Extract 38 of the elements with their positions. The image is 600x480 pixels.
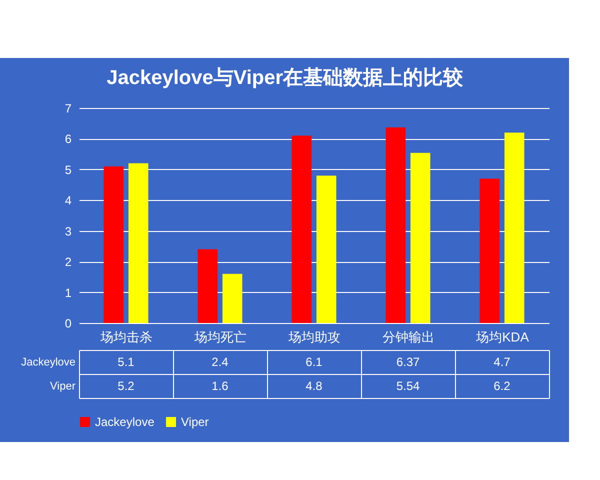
y-tick-label: 7 [64,102,72,116]
y-tick-label: 6 [64,132,72,146]
bar [410,152,430,323]
y-tick-label: 1 [64,286,72,300]
data-label: 4.8 [306,379,323,393]
chart-title: Jackeylove与Viper在基础数据上的比较 [106,67,464,89]
data-label: 6.1 [306,355,323,369]
legend-label: Jackeylove [95,415,155,429]
x-tick-label: 场均死亡 [194,330,246,344]
bar [198,249,218,323]
bar [504,132,524,323]
bar [292,136,312,323]
x-tick-label: 场均KDA [475,330,530,344]
y-tick-label: 0 [64,316,72,330]
bar [104,166,124,323]
y-tick-label: 4 [64,194,72,208]
legend-label: Viper [181,415,209,429]
y-tick-label: 2 [64,255,72,270]
text: Viper [50,380,76,392]
x-tick-label: 场均击杀 [100,330,152,344]
data-label: 5.54 [396,379,420,393]
data-label: 6.37 [396,355,420,369]
bar [480,178,500,323]
data-label: 4.7 [494,355,511,369]
x-tick-label: 场均助攻 [288,330,340,344]
data-label: 6.2 [494,379,511,393]
data-label: 2.4 [212,355,229,369]
data-label: 5.1 [118,355,135,369]
bar [128,163,148,323]
data-label: 1.6 [212,379,229,393]
bar [222,274,242,323]
bar [386,127,406,323]
x-tick-label: 分钟输出 [382,330,434,344]
y-tick-label: 3 [64,224,72,238]
y-tick-label: 5 [64,162,72,177]
data-label: 5.2 [118,379,135,393]
text: Jackeylove [21,356,76,368]
bar [316,176,336,323]
